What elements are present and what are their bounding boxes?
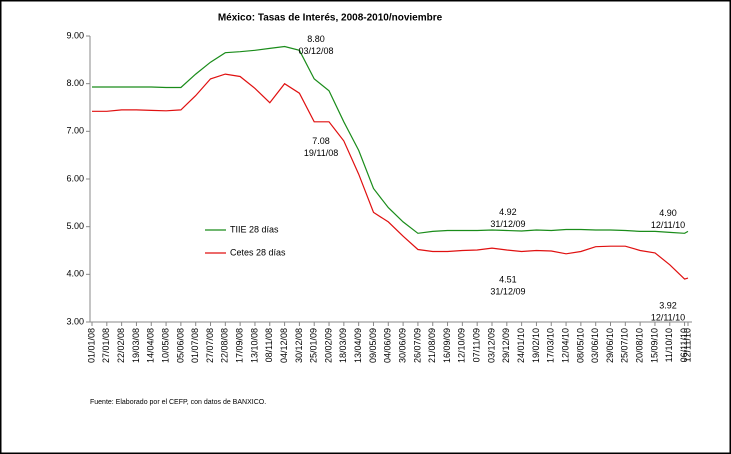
x-tick-label: 01/07/08: [190, 328, 200, 363]
x-tick-label: 01/01/08: [86, 328, 96, 363]
annotation-date: 31/12/09: [490, 219, 525, 229]
x-tick-label: 15/09/10: [649, 328, 659, 363]
annotation-date: 19/11/08: [304, 148, 338, 158]
annotation-value: 4.92: [499, 207, 517, 217]
y-tick-label: 5.00: [66, 221, 84, 231]
annotation-date: 03/12/08: [298, 46, 333, 56]
x-tick-label: 21/08/09: [427, 328, 437, 363]
x-tick-label: 27/01/08: [101, 328, 111, 363]
x-tick-label: 10/05/08: [160, 328, 170, 363]
x-tick-label: 13/10/08: [249, 328, 259, 363]
x-tick-label: 20/08/10: [635, 328, 645, 363]
x-tick-label: 06/11/10: [679, 328, 689, 362]
annotation-value: 4.90: [659, 208, 677, 218]
y-tick-label: 4.00: [66, 269, 84, 279]
x-tick-label: 27/07/08: [205, 328, 215, 363]
x-tick-label: 22/08/08: [220, 328, 230, 363]
x-tick-label: 22/02/08: [116, 328, 126, 363]
x-tick-label: 24/01/10: [516, 328, 526, 363]
source-note: Fuente: Elaborado por el CEFP, con datos…: [90, 399, 266, 406]
x-tick-label: 19/03/08: [131, 328, 141, 363]
annotation-date: 12/11/10: [651, 220, 685, 230]
x-tick-label: 29/06/10: [605, 328, 615, 363]
x-tick-label: 25/07/10: [620, 328, 630, 363]
y-tick-label: 7.00: [66, 126, 84, 136]
x-tick-label: 07/11/09: [472, 328, 482, 362]
x-tick-label: 04/06/09: [383, 328, 393, 363]
x-tick-label: 03/12/09: [486, 328, 496, 363]
annotation-value: 4.51: [499, 274, 517, 284]
x-tick-label: 11/10/10: [664, 328, 674, 362]
x-tick-label: 20/02/09: [323, 328, 333, 363]
x-tick-label: 12/11/10: [682, 328, 692, 362]
x-tick-label: 30/12/08: [294, 328, 304, 363]
series-line: [92, 73, 689, 280]
y-tick-label: 3.00: [66, 316, 84, 326]
x-tick-label: 04/12/08: [279, 328, 289, 363]
y-tick-label: 8.00: [66, 78, 84, 88]
x-tick-label: 12/10/09: [457, 328, 467, 363]
x-tick-label: 14/04/08: [146, 328, 156, 363]
x-tick-label: 30/06/09: [397, 328, 407, 363]
x-tick-label: 03/06/10: [590, 328, 600, 363]
x-tick-label: 05/06/08: [175, 328, 185, 363]
y-tick-label: 6.00: [66, 173, 84, 183]
annotation-value: 3.92: [659, 301, 677, 311]
x-tick-label: 12/04/10: [560, 328, 570, 363]
x-tick-label: 09/05/09: [368, 328, 378, 363]
annotation-value: 7.08: [312, 136, 330, 146]
annotation-date: 12/11/10: [651, 313, 685, 323]
x-tick-label: 16/09/09: [442, 328, 452, 363]
series-line: [92, 45, 689, 234]
x-tick-label: 08/05/10: [575, 328, 585, 363]
legend-label: TIIE 28 días: [230, 224, 279, 234]
x-tick-label: 29/12/09: [501, 328, 511, 363]
x-tick-label: 13/04/09: [353, 328, 363, 363]
y-tick-label: 9.00: [66, 30, 84, 40]
x-tick-label: 18/03/09: [338, 328, 348, 363]
x-tick-label: 08/11/08: [264, 328, 274, 362]
x-tick-label: 17/03/10: [546, 328, 556, 363]
annotation-value: 8.80: [307, 34, 325, 44]
x-tick-label: 26/07/09: [412, 328, 422, 363]
legend-label: Cetes 28 días: [230, 247, 286, 257]
chart-title: México: Tasas de Interés, 2008-2010/novi…: [218, 13, 443, 24]
x-tick-label: 17/09/08: [235, 328, 245, 363]
x-tick-label: 25/01/09: [309, 328, 319, 363]
annotation-date: 31/12/09: [490, 286, 525, 296]
x-tick-label: 19/02/10: [531, 328, 541, 363]
